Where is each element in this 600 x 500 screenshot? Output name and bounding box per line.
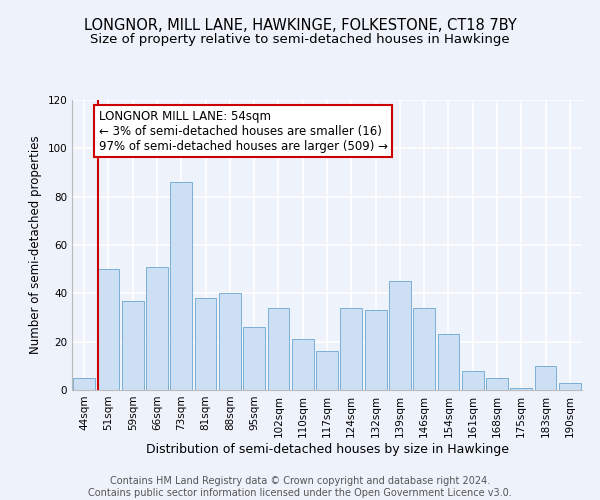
Text: Contains HM Land Registry data © Crown copyright and database right 2024.
Contai: Contains HM Land Registry data © Crown c… xyxy=(88,476,512,498)
Bar xyxy=(559,383,581,390)
Bar xyxy=(73,378,95,390)
Bar xyxy=(340,308,362,390)
Bar xyxy=(268,308,289,390)
Bar xyxy=(97,269,119,390)
Bar xyxy=(146,267,168,390)
Bar xyxy=(535,366,556,390)
Bar xyxy=(243,327,265,390)
Text: Size of property relative to semi-detached houses in Hawkinge: Size of property relative to semi-detach… xyxy=(90,32,510,46)
Bar xyxy=(413,308,435,390)
Text: LONGNOR MILL LANE: 54sqm
← 3% of semi-detached houses are smaller (16)
97% of se: LONGNOR MILL LANE: 54sqm ← 3% of semi-de… xyxy=(99,110,388,152)
Text: LONGNOR, MILL LANE, HAWKINGE, FOLKESTONE, CT18 7BY: LONGNOR, MILL LANE, HAWKINGE, FOLKESTONE… xyxy=(83,18,517,32)
Bar xyxy=(462,370,484,390)
Bar xyxy=(437,334,460,390)
Bar xyxy=(316,352,338,390)
Bar xyxy=(219,294,241,390)
Text: Distribution of semi-detached houses by size in Hawkinge: Distribution of semi-detached houses by … xyxy=(146,442,509,456)
Bar xyxy=(365,310,386,390)
Bar xyxy=(292,339,314,390)
Bar xyxy=(170,182,192,390)
Bar xyxy=(122,300,143,390)
Bar xyxy=(389,281,411,390)
Y-axis label: Number of semi-detached properties: Number of semi-detached properties xyxy=(29,136,42,354)
Bar xyxy=(486,378,508,390)
Bar xyxy=(511,388,532,390)
Bar xyxy=(194,298,217,390)
